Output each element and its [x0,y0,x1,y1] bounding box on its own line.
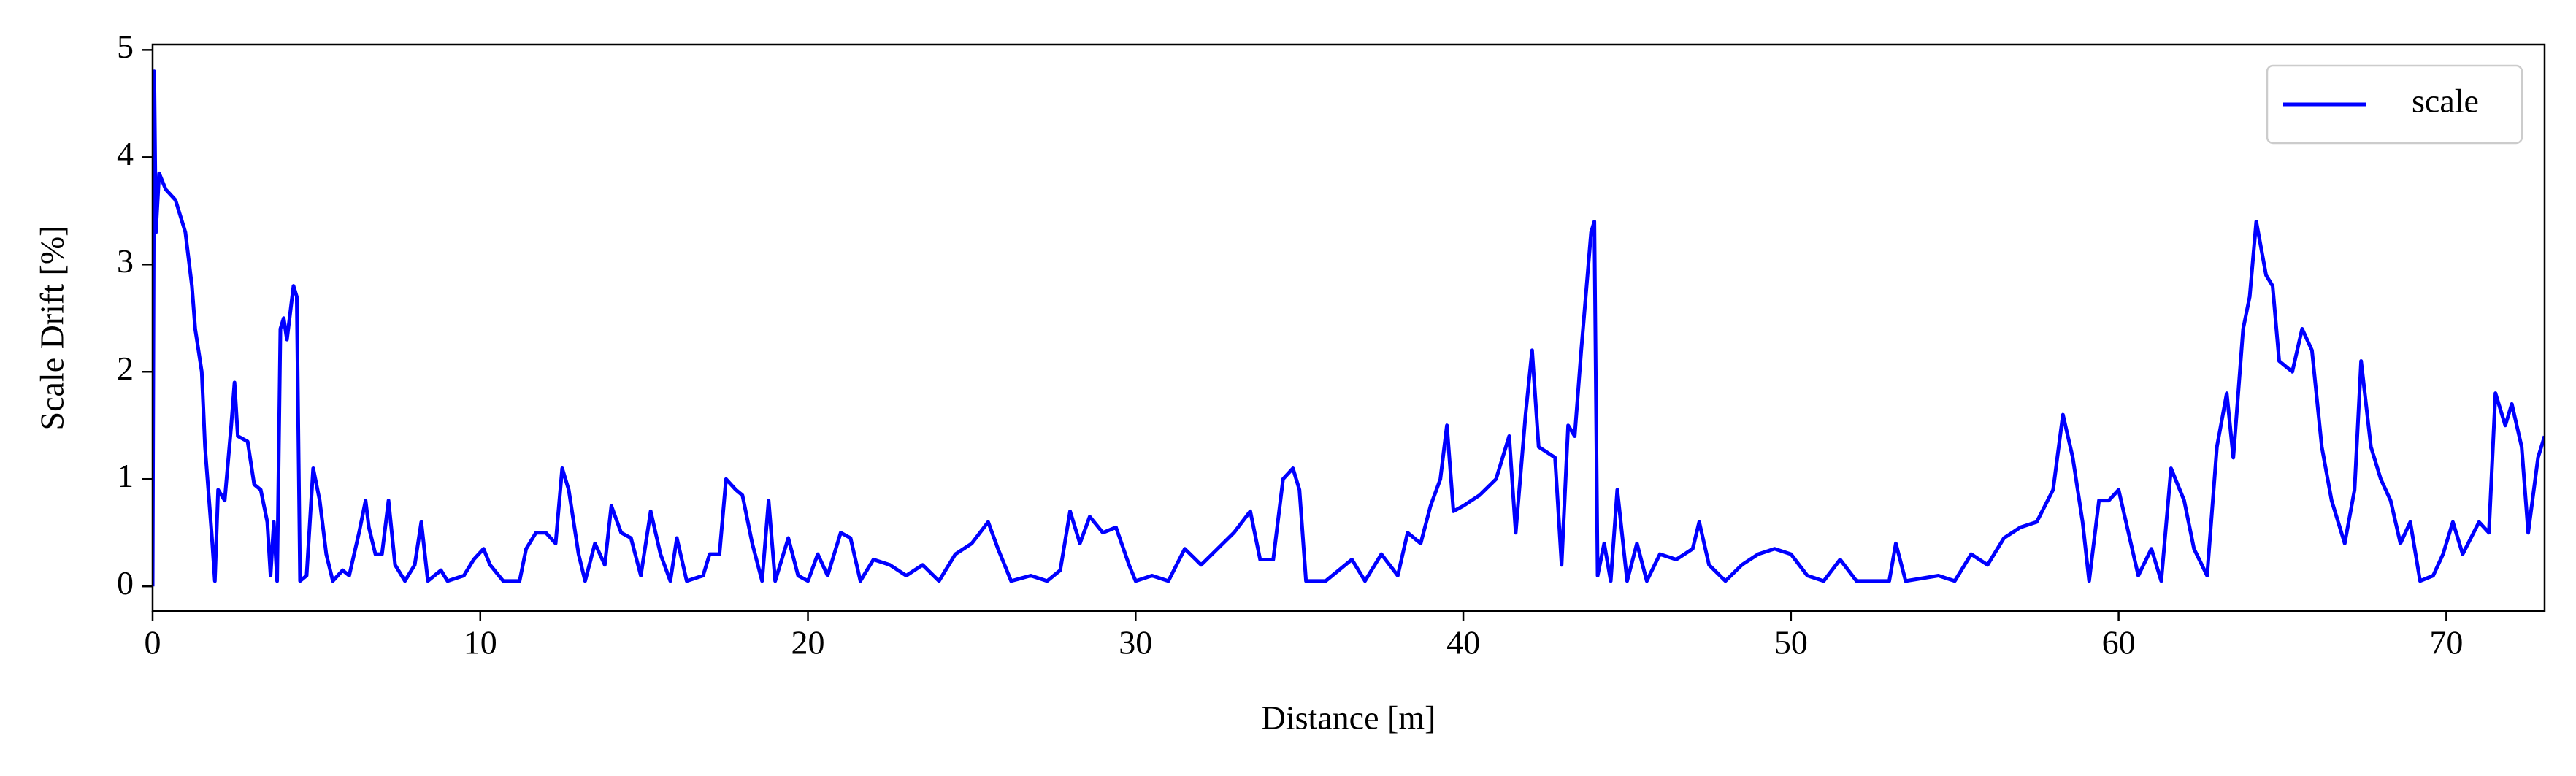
x-tick-label: 30 [1119,624,1152,661]
y-tick-label: 1 [117,457,134,494]
x-tick-label: 70 [2429,624,2463,661]
y-tick-label: 5 [117,28,134,65]
y-tick-label: 2 [117,350,134,387]
x-tick-label: 50 [1774,624,1808,661]
x-tick-label: 0 [145,624,161,661]
x-tick-label: 40 [1446,624,1480,661]
plot-frame [151,43,2546,612]
y-tick-label: 0 [117,564,134,602]
x-axis-label: Distance [m] [1262,699,1436,737]
legend: scale [2266,64,2523,145]
y-tick-label: 4 [117,135,134,172]
y-tick-label: 3 [117,242,134,280]
y-axis-label: Scale Drift [%] [34,226,71,431]
x-tick-label: 20 [791,624,825,661]
x-tick-label: 60 [2102,624,2136,661]
x-tick-label: 10 [464,624,497,661]
data-line [153,69,2545,587]
legend-frame [2266,64,2523,145]
legend-label: scale [2412,82,2479,120]
